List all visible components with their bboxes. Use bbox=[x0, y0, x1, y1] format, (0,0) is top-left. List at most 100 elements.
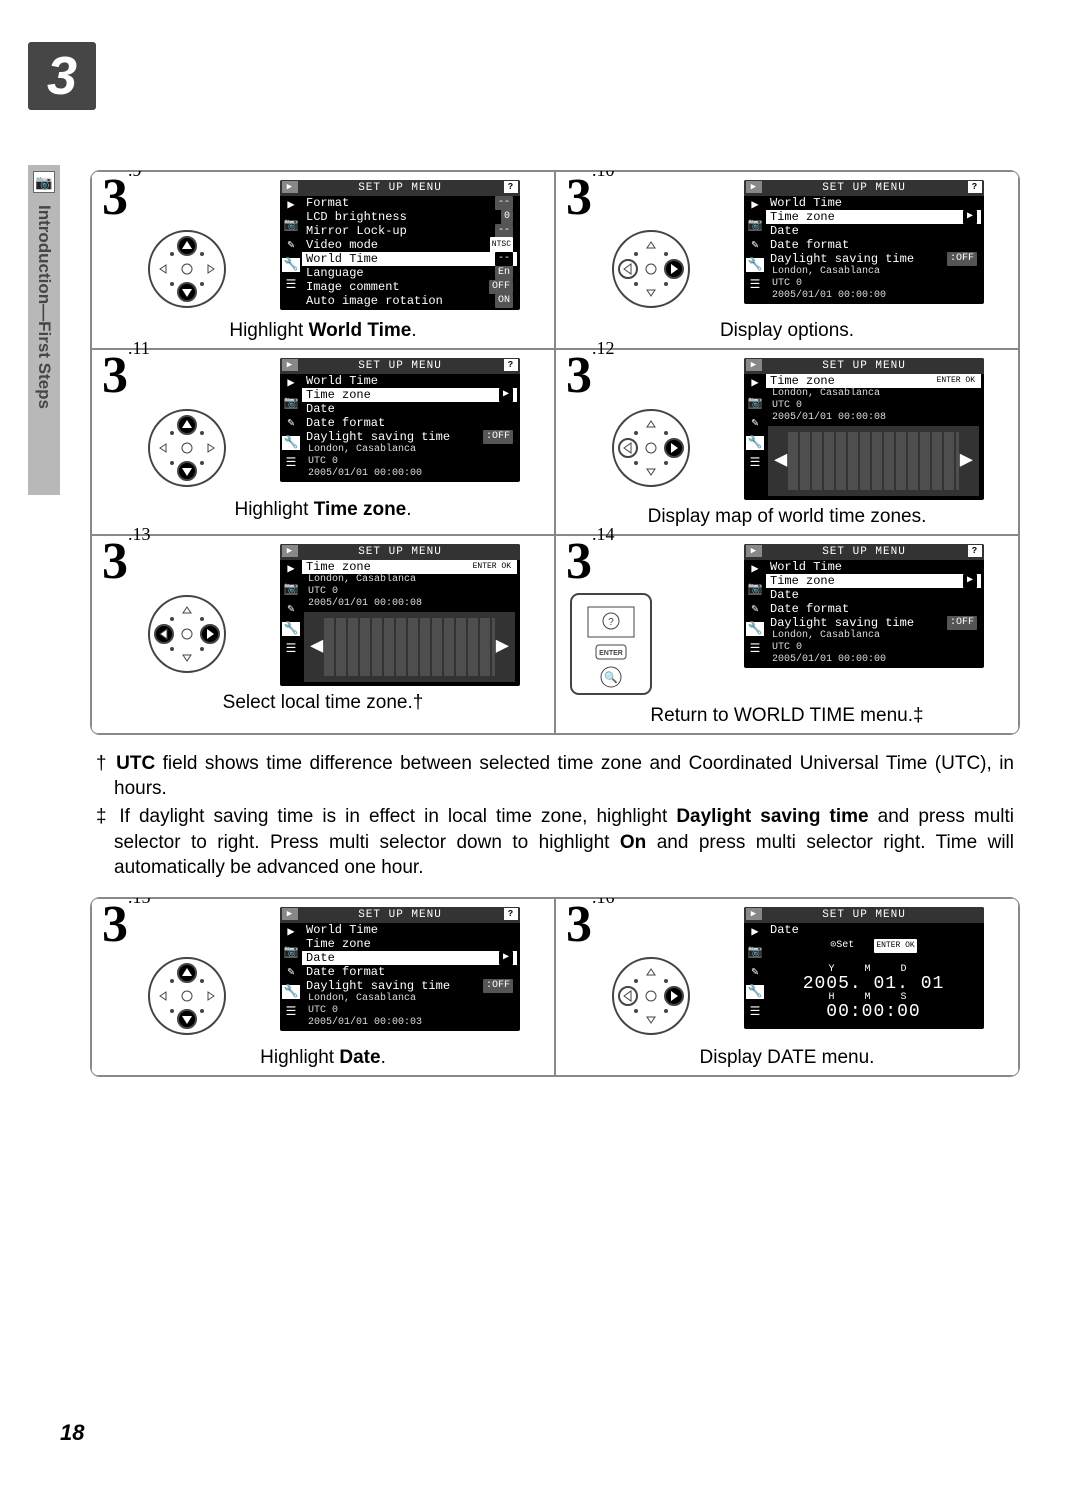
page-number: 18 bbox=[60, 1420, 84, 1446]
menu-item[interactable]: Date format bbox=[302, 965, 517, 979]
camera-back-icon: ? ENTER 🔍 bbox=[566, 589, 656, 699]
step-caption: Display options. bbox=[566, 320, 1008, 342]
step-caption: Select local time zone.† bbox=[102, 692, 544, 714]
play-tab-icon: ▶ bbox=[282, 545, 298, 557]
step-caption: Highlight Date. bbox=[102, 1047, 544, 1069]
pencil-icon: ✎ bbox=[287, 602, 294, 616]
step-cell: 3.14 ? ENTER 🔍 ▶ SET UP MENU ? ▶ 📷 ✎ 🔧 ☰… bbox=[555, 535, 1019, 733]
menu-item[interactable]: Date bbox=[766, 588, 981, 602]
step-caption: Display map of world time zones. bbox=[566, 506, 1008, 528]
lcd-info: 2005/01/01 00:00:00 bbox=[766, 290, 981, 302]
camera-lcd: ▶ SET UP MENU ? ▶ 📷 ✎ 🔧 ☰ World Time Tim… bbox=[280, 358, 520, 482]
lcd-icon-column: ▶ 📷 ✎ 🔧 ☰ bbox=[744, 196, 766, 304]
menu-item[interactable]: Daylight saving time:OFF bbox=[766, 252, 981, 266]
list-icon: ☰ bbox=[286, 456, 297, 470]
menu-item[interactable]: Date format bbox=[766, 238, 981, 252]
help-icon: ? bbox=[504, 359, 518, 371]
lcd-icon-column: ▶ 📷 ✎ 🔧 ☰ bbox=[744, 923, 766, 1029]
play-tab-icon: ▶ bbox=[282, 181, 298, 193]
menu-item[interactable]: Time zone▶ bbox=[766, 210, 981, 224]
menu-item[interactable]: Daylight saving time:OFF bbox=[302, 979, 517, 993]
world-map[interactable]: ◀▶ bbox=[304, 612, 515, 682]
lcd-title: ▶ SET UP MENU bbox=[280, 544, 520, 560]
step-caption: Display DATE menu. bbox=[566, 1047, 1008, 1069]
multi-selector-icon bbox=[142, 589, 232, 679]
menu-item[interactable]: Date bbox=[766, 224, 981, 238]
menu-item[interactable]: Daylight saving time:OFF bbox=[766, 616, 981, 630]
play-icon: ▶ bbox=[287, 376, 294, 390]
lcd-title: ▶ SET UP MENU bbox=[744, 907, 984, 923]
step-cell: 3.15 ▶ SET UP MENU ? ▶ 📷 ✎ 🔧 ☰ World Tim… bbox=[91, 898, 555, 1076]
menu-item[interactable]: Daylight saving time:OFF bbox=[302, 430, 517, 444]
lcd-icon-column: ▶ 📷 ✎ 🔧 ☰ bbox=[280, 374, 302, 482]
camera-lcd: ▶ SET UP MENU ▶ 📷 ✎ 🔧 ☰ Time zoneENTER O… bbox=[744, 358, 984, 500]
menu-item[interactable]: Date bbox=[302, 402, 517, 416]
play-tab-icon: ▶ bbox=[282, 908, 298, 920]
multi-selector-icon bbox=[142, 403, 232, 493]
step-number: 3.10 bbox=[566, 180, 736, 216]
pencil-icon: ✎ bbox=[287, 965, 294, 979]
menu-item[interactable]: LanguageEn bbox=[302, 266, 517, 280]
wrench-icon: 🔧 bbox=[746, 436, 765, 450]
lcd-icon-column: ▶ 📷 ✎ 🔧 ☰ bbox=[280, 560, 302, 686]
menu-item[interactable]: LCD brightness0 bbox=[302, 210, 517, 224]
menu-item[interactable]: Image commentOFF bbox=[302, 280, 517, 294]
step-number: 3.9 bbox=[102, 180, 272, 216]
list-icon: ☰ bbox=[286, 278, 297, 292]
play-icon: ▶ bbox=[287, 562, 294, 576]
step-cell: 3.13 ▶ SET UP MENU ▶ 📷 ✎ 🔧 ☰ Time zoneEN… bbox=[91, 535, 555, 733]
lcd-subtitle: Date bbox=[766, 923, 981, 937]
camera-icon: 📷 bbox=[284, 396, 299, 410]
menu-item[interactable]: Auto image rotationON bbox=[302, 294, 517, 308]
pencil-icon: ✎ bbox=[751, 238, 758, 252]
step-number: 3.16 bbox=[566, 907, 736, 943]
footnotes: † UTC field shows time difference betwee… bbox=[90, 749, 1020, 897]
help-icon: ? bbox=[504, 908, 518, 920]
camera-icon: 📷 bbox=[748, 218, 763, 232]
menu-item[interactable]: Video modeNTSC bbox=[302, 238, 517, 252]
lcd-subtitle: World Time bbox=[302, 374, 517, 388]
menu-item[interactable]: Date format bbox=[766, 602, 981, 616]
wrench-icon: 🔧 bbox=[282, 436, 301, 450]
menu-item[interactable]: World Time-- bbox=[302, 252, 517, 266]
list-icon: ☰ bbox=[750, 1005, 761, 1019]
step-cell: 3.12 ▶ SET UP MENU ▶ 📷 ✎ 🔧 ☰ Time zoneEN… bbox=[555, 349, 1019, 535]
multi-selector-icon bbox=[606, 403, 696, 493]
lcd-info: 2005/01/01 00:00:00 bbox=[302, 468, 517, 480]
play-icon: ▶ bbox=[751, 198, 758, 212]
menu-item[interactable]: Mirror Lock-up-- bbox=[302, 224, 517, 238]
menu-item[interactable]: Date▶ bbox=[302, 951, 517, 965]
help-icon: ? bbox=[968, 545, 982, 557]
step-caption: Highlight World Time. bbox=[102, 320, 544, 342]
help-icon: ? bbox=[968, 181, 982, 193]
camera-lcd: ▶ SET UP MENU ▶ 📷 ✎ 🔧 ☰ Time zoneENTER O… bbox=[280, 544, 520, 686]
multi-selector-icon bbox=[606, 951, 696, 1041]
play-icon: ▶ bbox=[287, 925, 294, 939]
lcd-title: ▶ SET UP MENU bbox=[744, 358, 984, 374]
menu-item[interactable]: Time zone bbox=[302, 937, 517, 951]
play-icon: ▶ bbox=[751, 562, 758, 576]
menu-item[interactable]: Time zone▶ bbox=[302, 388, 517, 402]
step-number: 3.13 bbox=[102, 544, 272, 580]
camera-icon: 📷 bbox=[284, 945, 299, 959]
menu-item[interactable]: Time zone▶ bbox=[766, 574, 981, 588]
lcd-title: ▶ SET UP MENU ? bbox=[280, 358, 520, 374]
step-number: 3.14 bbox=[566, 544, 736, 580]
list-icon: ☰ bbox=[286, 1005, 297, 1019]
camera-icon: 📷 bbox=[748, 582, 763, 596]
lcd-info: 2005/01/01 00:00:08 bbox=[302, 598, 517, 610]
step-caption: Highlight Time zone. bbox=[102, 499, 544, 521]
date-editor[interactable]: Y M D 2005. 01. 01 H M S 00:00:00 bbox=[766, 955, 981, 1027]
lcd-info: 2005/01/01 00:00:00 bbox=[766, 654, 981, 666]
menu-item[interactable]: Date format bbox=[302, 416, 517, 430]
step-number: 3.11 bbox=[102, 358, 272, 394]
play-tab-icon: ▶ bbox=[746, 359, 762, 371]
step-grid-1: 3.9 ▶ SET UP MENU ? ▶ 📷 ✎ 🔧 ☰ Format-- L… bbox=[90, 170, 1020, 735]
chapter-number: 3 bbox=[28, 42, 96, 110]
world-map[interactable]: ◀▶ bbox=[768, 426, 979, 496]
menu-item[interactable]: Format-- bbox=[302, 196, 517, 210]
lcd-title: ▶ SET UP MENU ? bbox=[744, 180, 984, 196]
camera-lcd: ▶ SET UP MENU ? ▶ 📷 ✎ 🔧 ☰ Format-- LCD b… bbox=[280, 180, 520, 310]
svg-text:?: ? bbox=[608, 617, 614, 628]
lcd-subtitle: Time zoneENTER OK bbox=[766, 374, 981, 388]
